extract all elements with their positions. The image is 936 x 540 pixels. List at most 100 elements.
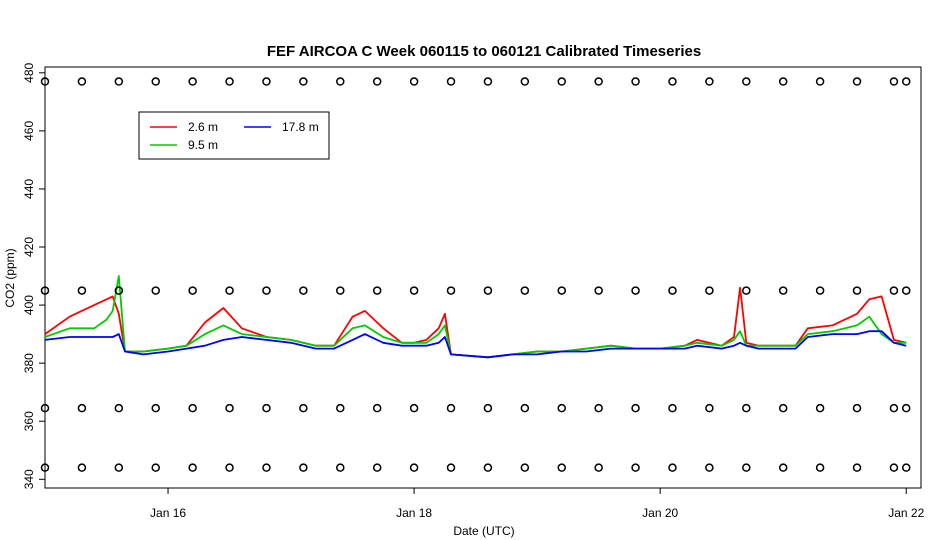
y-tick-label: 460 [22,121,36,141]
calibration-point [705,403,714,413]
calibration-point [705,77,714,86]
calibration-point [262,403,271,413]
calibration-point [483,463,493,472]
calibration-point [446,463,456,472]
calibration-point [336,77,345,86]
calibration-point [742,286,751,295]
calibration-point [852,463,862,472]
calibration-point [705,463,714,472]
x-axis-label: Date (UTC) [453,524,514,538]
calibration-point [114,286,124,295]
calibration-points-4 [40,286,911,295]
calibration-point [225,286,234,295]
calibration-point [815,403,825,413]
calibration-point [557,286,566,295]
calibration-point [262,286,271,295]
calibration-point [40,77,50,86]
calibration-point [299,403,308,413]
legend-label: 17.8 m [282,120,319,134]
calibration-point [815,286,825,295]
calibration-point [631,286,640,295]
calibration-point [631,403,640,413]
x-axis: Jan 16 Jan 18 Jan 20 Jan 22 [150,488,925,520]
calibration-point [594,403,603,413]
calibration-point [372,286,382,295]
calibration-point [336,463,345,472]
calibration-point [262,77,271,86]
calibration-point [77,77,87,86]
calibration-point [557,463,566,472]
calibration-point [778,77,788,86]
calibration-point [77,286,87,295]
calibration-point [372,403,382,413]
calibration-point [594,463,603,472]
calibration-point [668,286,677,295]
calibration-point [225,463,234,472]
series-layer [40,77,911,472]
calibration-point [557,403,566,413]
calibration-point [778,403,788,413]
chart-title: FEF AIRCOA C Week 060115 to 060121 Calib… [267,43,701,60]
x-tick-label: Jan 18 [396,506,432,520]
calibration-point [188,463,197,472]
calibration-point [151,403,160,413]
calibration-point [372,77,382,86]
calibration-point [188,403,197,413]
calibration-point [409,463,419,472]
calibration-point [901,463,911,472]
calibration-point [446,403,456,413]
calibration-point [114,77,124,86]
calibration-point [409,77,419,86]
calibration-point [668,463,677,472]
calibration-point [901,77,911,86]
calibration-point [372,463,382,472]
y-axis: 340 360 380 400 420 440 460 480 [22,62,45,489]
y-tick-label: 400 [22,295,36,315]
calibration-point [77,403,87,413]
calibration-point [151,463,160,472]
y-tick-label: 480 [22,62,36,82]
calibration-point [520,403,530,413]
calibration-point [520,286,530,295]
calibration-point [299,286,308,295]
calibration-point [852,286,862,295]
calibration-point [668,77,677,86]
calibration-point [815,77,825,86]
x-tick-label: Jan 16 [150,506,186,520]
calibration-point [188,286,197,295]
calibration-point [889,286,899,295]
calibration-point [815,463,825,472]
calibration-point [483,77,493,86]
calibration-point [594,77,603,86]
calibration-point [631,77,640,86]
calibration-point [40,463,50,472]
calibration-points-6 [40,463,911,472]
calibration-point [901,403,911,413]
calibration-point [336,403,345,413]
calibration-point [225,403,234,413]
series-line-17-8-m [44,330,907,359]
y-axis-label: CO2 (ppm) [3,248,17,307]
calibration-point [852,77,862,86]
calibration-point [151,286,160,295]
calibration-point [151,77,160,86]
legend-label: 9.5 m [188,138,218,152]
calibration-point [446,77,456,86]
calibration-point [299,463,308,472]
y-tick-label: 360 [22,411,36,431]
calibration-point [520,463,530,472]
calibration-point [778,286,788,295]
calibration-point [40,403,50,413]
calibration-point [889,403,899,413]
calibration-point [705,286,714,295]
calibration-point [742,77,751,86]
legend-label: 2.6 m [188,120,218,134]
calibration-point [77,463,87,472]
calibration-point [483,286,493,295]
calibration-point [114,403,124,413]
calibration-point [668,403,677,413]
calibration-point [446,286,456,295]
calibration-point [631,463,640,472]
calibration-point [409,286,419,295]
